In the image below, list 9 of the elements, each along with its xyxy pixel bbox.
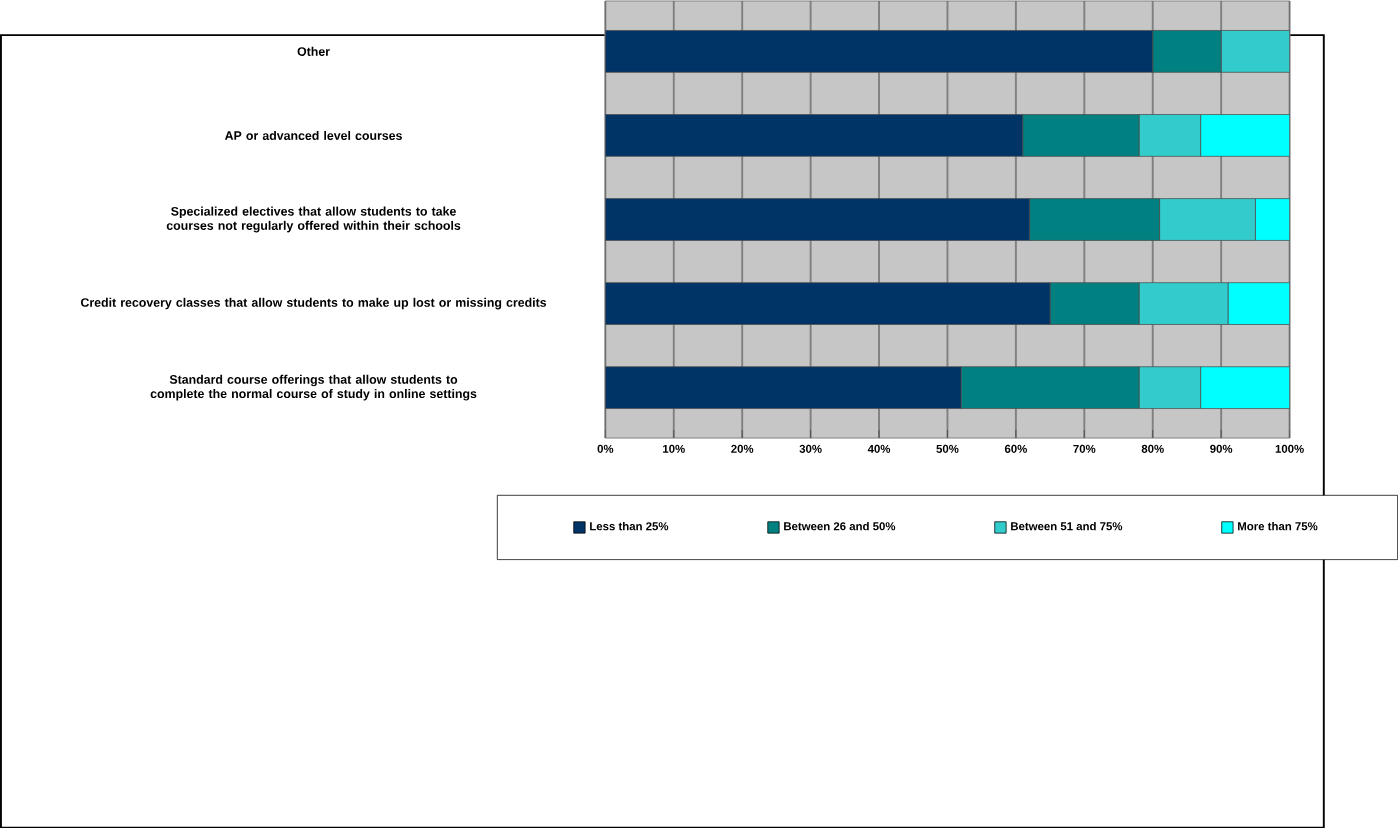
bar — [1200, 113, 1290, 157]
bar — [1138, 366, 1202, 409]
bar — [1159, 197, 1256, 241]
bar — [1254, 197, 1290, 241]
bar — [1138, 281, 1229, 325]
bar — [1138, 113, 1202, 157]
bar — [1200, 366, 1290, 409]
bar — [1220, 29, 1290, 73]
bar — [1227, 281, 1290, 325]
